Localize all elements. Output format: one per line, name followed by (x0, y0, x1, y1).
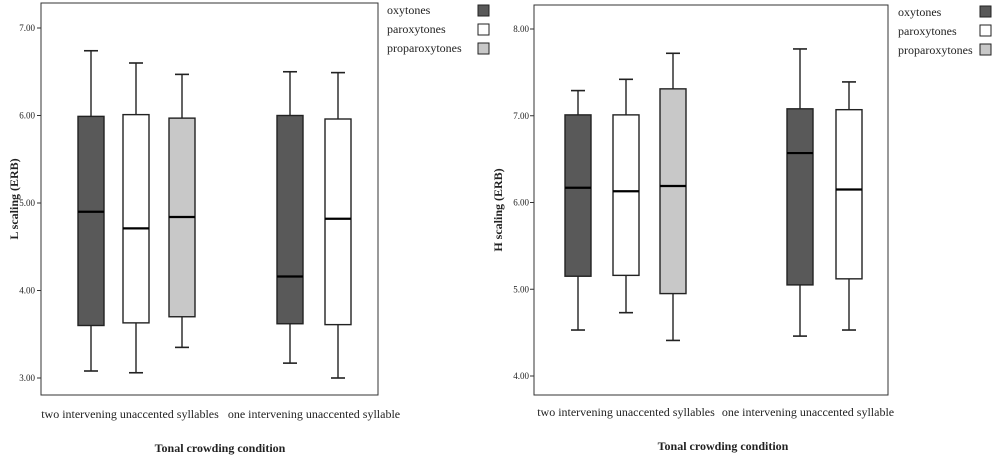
legend-swatch-proparoxytones (979, 43, 992, 56)
legend-swatch-proparoxytones (477, 42, 490, 55)
legend-label-proparoxytones: proparoxytones (387, 41, 462, 55)
paroxytones-box (835, 81, 863, 331)
y-tick-label: 6.00 (19, 111, 35, 121)
y-tick-labels: 3.00 4.00 5.00 6.00 7.00 (19, 23, 41, 383)
oxytones-box (276, 70, 304, 364)
y-axis-label: H scaling (ERB) (491, 168, 505, 251)
iqr-box (835, 108, 863, 280)
category-label: one intervening unaccented syllable (228, 407, 400, 421)
paroxytones-box (324, 71, 352, 379)
legend-swatch-oxytones (979, 5, 992, 18)
y-tick-label: 6.00 (513, 198, 529, 208)
paroxytones-box (122, 62, 150, 374)
paroxytones-box (612, 78, 640, 314)
iqr-box (276, 114, 304, 325)
plot-frame (533, 4, 889, 396)
y-tick-labels: 4.00 5.00 6.00 7.00 8.00 (513, 24, 534, 381)
legend-label-oxytones: oxytones (898, 5, 942, 19)
legend: oxytones paroxytones proparoxytones (898, 5, 992, 57)
proparoxytones-box (168, 73, 196, 349)
y-tick-label: 7.00 (513, 111, 529, 121)
legend-label-oxytones: oxytones (387, 3, 431, 17)
category-label: two intervening unaccented syllables (41, 407, 219, 421)
chart-right: 4.00 5.00 6.00 7.00 8.00 H scaling (ERB) two… (491, 4, 992, 453)
legend-label-proparoxytones: proparoxytones (898, 43, 973, 57)
oxytones-box (77, 49, 105, 372)
iqr-box (122, 113, 150, 324)
x-axis-label: Tonal crowding condition (155, 441, 286, 455)
y-tick-label: 5.00 (19, 198, 35, 208)
chart-left: 3.00 4.00 5.00 6.00 7.00 L scaling (ERB) two… (7, 2, 490, 455)
iqr-box (612, 114, 640, 277)
y-tick-label: 7.00 (19, 23, 35, 33)
legend-label-paroxytones: paroxytones (898, 24, 957, 38)
box-series (564, 48, 863, 342)
iqr-box (659, 88, 687, 295)
iqr-box (324, 118, 352, 326)
legend-label-paroxytones: paroxytones (387, 22, 446, 36)
iqr-box (77, 115, 105, 327)
oxytones-box (786, 48, 814, 337)
y-tick-label: 5.00 (513, 284, 529, 294)
iqr-box (786, 108, 814, 286)
legend-swatch-oxytones (477, 4, 490, 17)
y-axis-label: L scaling (ERB) (7, 158, 21, 239)
box-series (77, 49, 352, 379)
legend: oxytones paroxytones proparoxytones (387, 3, 490, 55)
y-tick-label: 4.00 (513, 371, 529, 381)
plot-frame (40, 2, 379, 396)
category-label: two intervening unaccented syllables (537, 405, 715, 419)
category-label: one intervening unaccented syllable (722, 405, 894, 419)
legend-swatch-paroxytones (979, 24, 992, 37)
oxytones-box (564, 89, 592, 331)
iqr-box (564, 114, 592, 277)
legend-swatch-paroxytones (477, 23, 490, 36)
x-axis-label: Tonal crowding condition (658, 439, 789, 453)
proparoxytones-box (659, 52, 687, 342)
y-tick-label: 4.00 (19, 286, 35, 296)
y-tick-label: 8.00 (513, 24, 529, 34)
y-tick-label: 3.00 (19, 373, 35, 383)
